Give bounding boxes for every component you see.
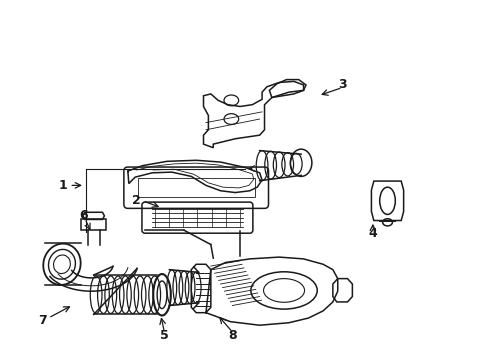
Text: 8: 8 bbox=[228, 329, 237, 342]
Text: 4: 4 bbox=[368, 226, 377, 239]
Text: 1: 1 bbox=[59, 179, 68, 192]
Text: 2: 2 bbox=[132, 194, 141, 207]
Bar bbox=[138, 178, 255, 197]
Text: 7: 7 bbox=[38, 314, 47, 328]
Text: 6: 6 bbox=[79, 210, 88, 222]
Text: 3: 3 bbox=[338, 78, 347, 91]
Text: 5: 5 bbox=[160, 329, 169, 342]
